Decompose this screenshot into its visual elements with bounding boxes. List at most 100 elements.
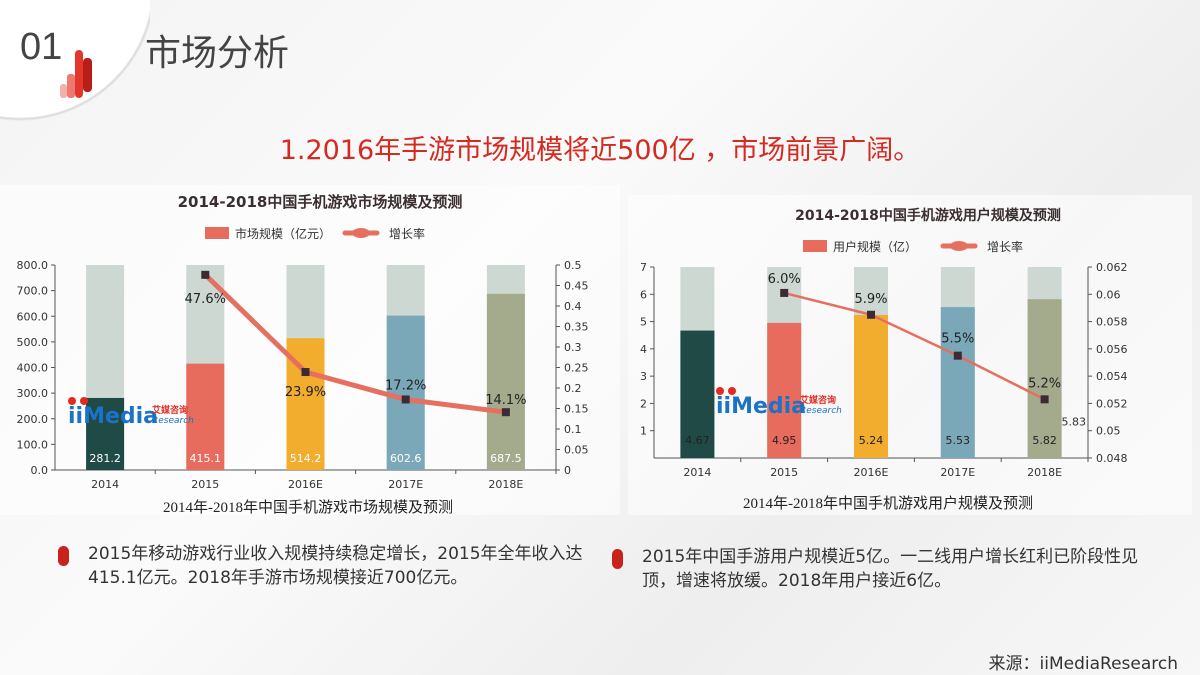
bullet-market: 2015年移动游戏行业收入规模持续稳定增长，2015年全年收入达415.1亿元。… <box>58 542 608 590</box>
logo-text: iiMedia <box>716 394 806 419</box>
logo-text: iiMedia <box>68 404 158 429</box>
bar-value-label: 602.6 <box>390 452 422 465</box>
x-tick-label: 2018E <box>1027 466 1062 479</box>
growth-point <box>501 408 510 417</box>
bullet-marker <box>612 549 623 569</box>
y-tick-label: 0.0 <box>31 464 49 477</box>
section-number: 01 <box>20 26 63 68</box>
chart-title: 2014-2018中国手机游戏用户规模及预测 <box>795 207 1061 224</box>
bar-value-label: 5.82 <box>1032 434 1057 447</box>
growth-rate-line <box>203 273 507 415</box>
y-tick-label: 600.0 <box>17 310 49 323</box>
y-tick-label: 300.0 <box>17 387 49 400</box>
y2-tick-label: 0.06 <box>1096 288 1121 301</box>
bar-2018E <box>1027 299 1062 458</box>
logo-en: Research <box>152 416 194 426</box>
y2-tick-label: 0 <box>564 464 571 477</box>
extra-value-label: 5.83 <box>1062 415 1087 428</box>
bar-2018E <box>486 293 525 470</box>
y-tick-label: 3 <box>640 370 647 383</box>
x-tick-label: 2018E <box>488 478 523 490</box>
y-tick-label: 2 <box>640 397 647 410</box>
y-tick-label: 200.0 <box>17 413 49 426</box>
x-tick-label: 2017E <box>388 478 423 490</box>
bullet-marker <box>58 546 69 566</box>
bar-value-label: 687.5 <box>490 452 522 465</box>
growth-label: 17.2% <box>385 378 426 393</box>
y2-tick-label: 0.45 <box>564 280 589 293</box>
growth-point <box>953 351 962 360</box>
logo-dot <box>728 387 736 395</box>
y2-tick-label: 0.056 <box>1096 343 1128 356</box>
growth-point <box>201 270 210 279</box>
chart-title: 2014-2018中国手机游戏市场规模及预测 <box>178 193 463 211</box>
user-chart-panel: 2014-2018中国手机游戏用户规模及预测 用户规模（亿） 增长率 1 2 3 4 5 6 7 0… <box>628 195 1192 515</box>
bullet-text: 2015年中国手游用户规模近5亿。一二线用户增长红利已阶段性见顶，增速将放缓。2… <box>642 547 1139 591</box>
bullet-users: 2015年中国手游用户规模近5亿。一二线用户增长红利已阶段性见顶，增速将放缓。2… <box>612 545 1142 593</box>
legend-bar-label: 用户规模（亿） <box>833 239 917 254</box>
source-note: 来源：iiMediaResearch <box>988 654 1178 674</box>
y2-tick-label: 0.35 <box>564 321 589 334</box>
growth-label: 47.6% <box>185 292 226 307</box>
bar-value-label: 281.2 <box>89 452 121 465</box>
y-tick-label: 5 <box>640 316 647 329</box>
bar-value-label: 5.24 <box>859 434 884 447</box>
bar-2015 <box>767 322 802 458</box>
y2-tick-label: 0.4 <box>564 300 582 313</box>
bar-2017E <box>386 315 425 470</box>
legend-bar-swatch <box>803 240 827 252</box>
y-tick-label: 500.0 <box>17 336 49 349</box>
bar-chart-icon <box>60 50 92 98</box>
bar-2014 <box>680 330 715 458</box>
growth-label: 14.1% <box>485 393 526 408</box>
bar-value-label: 514.2 <box>290 452 322 465</box>
y2-tick-label: 0.3 <box>564 341 582 354</box>
y2-tick-label: 0.05 <box>1096 425 1121 438</box>
y2-tick-label: 0.054 <box>1096 370 1128 383</box>
x-tick-label: 2014 <box>91 478 119 490</box>
y2-tick-label: 0.15 <box>564 403 589 416</box>
growth-label: 5.5% <box>941 332 974 347</box>
market-chart-caption: 2014年-2018年中国手机游戏市场规模及预测 <box>163 500 453 516</box>
y2-tick-label: 0.052 <box>1096 397 1128 410</box>
legend-line-label: 增长率 <box>389 226 425 241</box>
y-tick-label: 700.0 <box>17 285 49 298</box>
bar-value-label: 4.95 <box>772 434 797 447</box>
growth-point <box>401 395 410 404</box>
logo-dot <box>716 387 724 395</box>
x-tick-label: 2016E <box>854 466 889 479</box>
y-tick-label: 100.0 <box>17 438 49 451</box>
user-chart-caption: 2014年-2018年中国手机游戏用户规模及预测 <box>743 496 1033 512</box>
bar-2015 <box>186 363 225 470</box>
legend-bar-swatch <box>205 227 229 239</box>
growth-label: 6.0% <box>768 272 801 287</box>
y-tick-label: 800.0 <box>17 259 49 272</box>
y2-tick-label: 0.048 <box>1096 452 1128 465</box>
bar-2016E <box>854 315 888 458</box>
logo-en: Research <box>800 406 842 416</box>
legend-line-marker <box>352 228 370 238</box>
logo-cn: 艾媒咨询 <box>800 394 836 406</box>
y-tick-label: 400.0 <box>17 362 49 375</box>
y-tick-label: 6 <box>640 288 647 301</box>
y2-tick-label: 0.05 <box>564 444 589 457</box>
growth-label: 5.9% <box>854 292 887 307</box>
logo-dot <box>80 397 88 405</box>
market-chart-panel: 2014-2018中国手机游戏市场规模及预测市场规模（亿元） 增长率 0.0 100.… <box>0 185 620 515</box>
y2-tick-label: 0.25 <box>564 362 589 375</box>
growth-rate-line <box>783 291 1046 401</box>
bar-value-label: 415.1 <box>190 452 222 465</box>
y2-tick-label: 0.5 <box>564 259 582 272</box>
x-tick-label: 2015 <box>191 478 219 490</box>
growth-point <box>301 368 310 377</box>
y-tick-label: 7 <box>640 261 647 274</box>
growth-label: 5.2% <box>1028 376 1061 391</box>
bullet-text: 2015年移动游戏行业收入规模持续稳定增长，2015年全年收入达415.1亿元。… <box>88 544 583 588</box>
y-tick-label: 4 <box>640 343 647 356</box>
x-tick-label: 2017E <box>940 466 975 479</box>
growth-point <box>867 310 875 319</box>
bar-2017E <box>940 307 975 458</box>
legend-bar-label: 市场规模（亿元） <box>235 226 331 241</box>
